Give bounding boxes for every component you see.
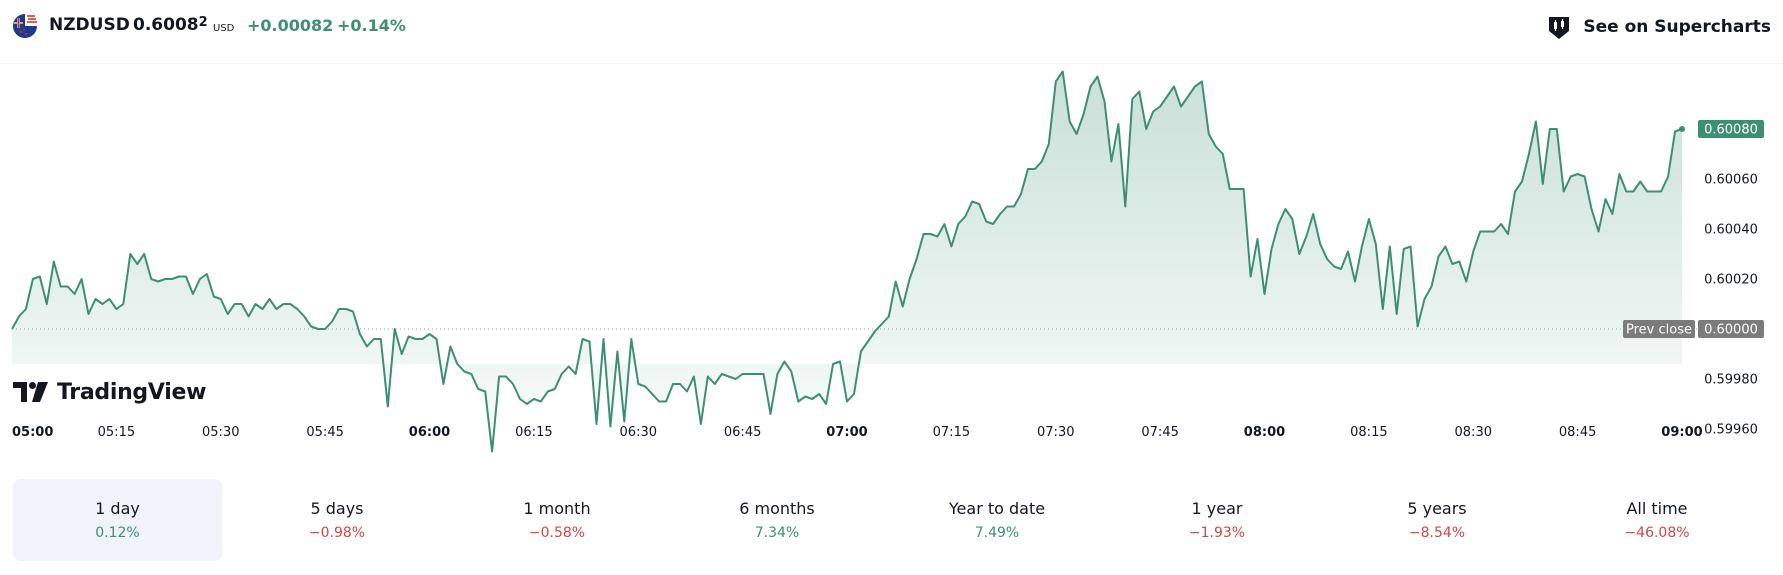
tradingview-logo[interactable]: TradingView — [13, 377, 206, 407]
period-1-year[interactable]: 1 year −1.93% — [1114, 479, 1320, 561]
price-line — [11, 70, 1683, 453]
period-6-months[interactable]: 6 months 7.34% — [674, 479, 880, 561]
last-price-label: 0.60080 — [1704, 123, 1758, 138]
x-tick-label: 08:00 — [1244, 425, 1285, 440]
period-selector: 1 day 0.12% 5 days −0.98% 1 month −0.58%… — [13, 479, 1771, 561]
x-tick-label: 06:00 — [409, 425, 450, 440]
period-1-day[interactable]: 1 day 0.12% — [13, 479, 222, 561]
x-tick-label: 08:45 — [1559, 425, 1596, 440]
x-tick-label: 07:30 — [1037, 425, 1074, 440]
period-5-days[interactable]: 5 days −0.98% — [234, 479, 440, 561]
period-label: 5 years — [1407, 499, 1467, 518]
x-tick-label: 06:45 — [724, 425, 761, 440]
period-label: 5 days — [310, 499, 364, 518]
period-label: 1 month — [523, 499, 591, 518]
tradingview-logo-text: TradingView — [57, 379, 207, 405]
x-tick-label: 05:00 — [12, 425, 53, 440]
period-label: All time — [1626, 499, 1688, 518]
prev-close-value: 0.60000 — [1704, 323, 1758, 338]
price-area-fill — [12, 71, 1682, 452]
price-chart[interactable]: Prev close 0.60000 0.59960 0.59980 0.60020 0… — [0, 64, 1783, 454]
y-tick-label: 0.60020 — [1704, 273, 1758, 288]
period-change: 0.12% — [95, 525, 140, 541]
y-tick-label: 0.60040 — [1704, 223, 1758, 238]
period-label: 1 day — [95, 499, 140, 518]
period-change: −0.98% — [308, 525, 366, 541]
x-tick-label: 08:30 — [1455, 425, 1492, 440]
period-5-years[interactable]: 5 years −8.54% — [1334, 479, 1540, 561]
supercharts-icon — [1549, 17, 1570, 39]
x-tick-label: 07:15 — [933, 425, 970, 440]
period-all-time[interactable]: All time −46.08% — [1554, 479, 1760, 561]
x-tick-label: 08:15 — [1350, 425, 1387, 440]
last-price: 0.60082 — [133, 15, 208, 35]
currency-label: USD — [213, 23, 235, 34]
period-change: 7.34% — [754, 525, 800, 541]
header-divider — [0, 63, 1783, 64]
period-year-to-date[interactable]: Year to date 7.49% — [894, 479, 1100, 561]
x-tick-label: 05:30 — [202, 425, 239, 440]
x-tick-label: 07:45 — [1141, 425, 1178, 440]
prev-close-badge — [1623, 320, 1695, 338]
period-label: Year to date — [948, 499, 1046, 518]
period-label: 6 months — [739, 499, 815, 518]
period-change: −8.54% — [1408, 525, 1466, 541]
x-tick-label: 06:30 — [620, 425, 657, 440]
x-tick-label: 09:00 — [1661, 425, 1702, 440]
change-percent: +0.14% — [337, 16, 406, 35]
last-price-badge — [1698, 120, 1764, 138]
change-absolute: +0.00082 — [247, 16, 334, 35]
tradingview-logo-icon — [13, 382, 48, 402]
period-change: 7.49% — [974, 525, 1020, 541]
nz-us-flag-icon — [13, 14, 37, 38]
x-tick-label: 05:45 — [306, 425, 343, 440]
period-1-month[interactable]: 1 month −0.58% — [454, 479, 660, 561]
period-change: −0.58% — [528, 525, 586, 541]
last-price-dot — [1679, 126, 1685, 132]
y-tick-label: 0.59980 — [1704, 373, 1758, 388]
price-main: 0.6008 — [133, 15, 199, 35]
period-change: −46.08% — [1624, 525, 1690, 541]
prev-close-label: Prev close — [1626, 323, 1692, 338]
price-pipette: 2 — [198, 15, 208, 30]
x-tick-label: 07:00 — [826, 425, 867, 440]
y-tick-label: 0.60060 — [1704, 173, 1758, 188]
period-label: 1 year — [1191, 499, 1243, 518]
supercharts-label: See on Supercharts — [1583, 17, 1771, 37]
x-tick-label: 06:15 — [515, 425, 552, 440]
symbol-header: NZDUSD 0.60082 USD +0.00082 +0.14% See o… — [0, 0, 1783, 56]
symbol-name: NZDUSD — [49, 15, 130, 35]
period-change: −1.93% — [1188, 525, 1246, 541]
x-tick-label: 05:15 — [98, 425, 135, 440]
see-on-supercharts-button[interactable]: See on Supercharts — [1545, 13, 1771, 41]
y-tick-label: 0.59960 — [1704, 423, 1758, 438]
prev-close-value-badge — [1698, 320, 1764, 338]
